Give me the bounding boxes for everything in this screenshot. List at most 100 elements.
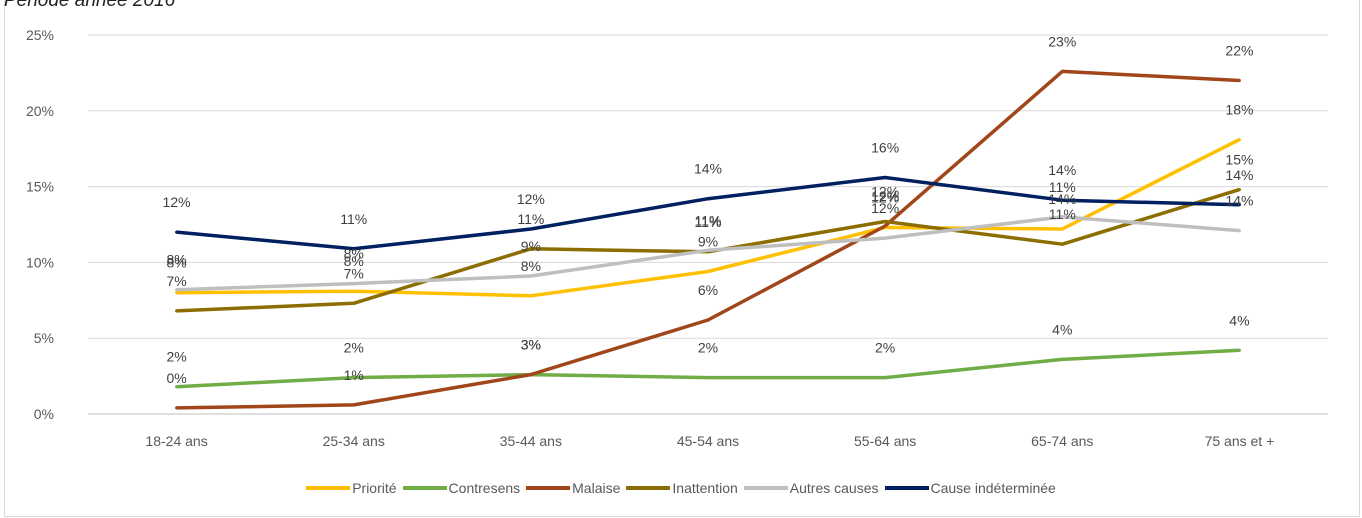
data-point xyxy=(1060,357,1064,361)
data-point xyxy=(883,236,887,240)
data-point xyxy=(352,289,356,293)
data-label: 11% xyxy=(1049,206,1076,222)
data-point xyxy=(1237,78,1241,82)
data-point xyxy=(529,274,533,278)
data-label: 11% xyxy=(517,211,544,227)
data-point xyxy=(1060,227,1064,231)
x-tick-label: 35-44 ans xyxy=(500,433,562,449)
data-label: 7% xyxy=(344,265,364,281)
legend-item: Autres causes xyxy=(743,480,879,496)
data-label: 12% xyxy=(517,191,545,207)
legend-label: Autres causes xyxy=(789,480,879,496)
data-label: 8% xyxy=(344,246,364,262)
legend-item: Priorité xyxy=(306,480,397,496)
y-tick-label: 5% xyxy=(34,330,54,346)
series-line xyxy=(176,348,1240,389)
legend: Priorité Contresens Malaise Inattention Autr… xyxy=(0,480,1362,496)
data-label: 3% xyxy=(521,337,541,353)
legend-label: Malaise xyxy=(572,480,621,496)
grid-lines xyxy=(88,34,1328,415)
data-label: 9% xyxy=(698,233,718,249)
legend-swatch xyxy=(306,486,351,491)
data-point xyxy=(529,227,533,231)
legend-label: Cause indéterminée xyxy=(930,480,1056,496)
data-point xyxy=(352,376,356,380)
data-label: 11% xyxy=(695,214,722,230)
y-axis: 0% 5% 10% 15% 20% 25% xyxy=(26,27,54,422)
data-point xyxy=(883,224,887,228)
data-label: 12% xyxy=(871,200,899,216)
data-label: 22% xyxy=(1225,42,1253,58)
legend-item: Cause indéterminée xyxy=(884,480,1056,496)
data-point xyxy=(352,247,356,251)
data-label: 14% xyxy=(1048,191,1076,207)
x-tick-label: 65-74 ans xyxy=(1031,433,1093,449)
data-label: 12% xyxy=(871,183,899,199)
y-tick-label: 10% xyxy=(26,254,54,270)
data-label: 9% xyxy=(521,238,541,254)
legend-label: Inattention xyxy=(672,480,738,496)
data-label: 4% xyxy=(1052,321,1072,337)
legend-swatch xyxy=(626,486,671,491)
data-label: 2% xyxy=(344,340,364,356)
data-label: 18% xyxy=(1225,102,1253,118)
data-point xyxy=(352,301,356,305)
page-title: Période année 2016 xyxy=(4,0,176,11)
data-label: 7% xyxy=(166,273,186,289)
data-label: 8% xyxy=(521,258,541,274)
legend-label: Contresens xyxy=(448,480,521,496)
legend-swatch xyxy=(884,486,929,491)
data-label: 4% xyxy=(1229,312,1249,328)
legend-item: Inattention xyxy=(626,480,738,496)
data-label: 3% xyxy=(521,337,541,353)
data-label: 8% xyxy=(166,252,186,268)
data-label: 12% xyxy=(871,188,899,204)
data-label: 6% xyxy=(698,282,718,298)
data-label: 1% xyxy=(344,367,364,383)
data-point xyxy=(706,318,710,322)
legend-swatch xyxy=(402,486,447,491)
data-label: 2% xyxy=(166,349,186,365)
data-label: 14% xyxy=(1225,167,1253,183)
data-label: 15% xyxy=(1225,152,1253,168)
y-tick-label: 20% xyxy=(26,103,54,119)
chart-frame xyxy=(4,0,1360,517)
data-point xyxy=(175,288,179,292)
data-point xyxy=(706,376,710,380)
data-point xyxy=(175,309,179,313)
data-point xyxy=(706,269,710,273)
data-label: 14% xyxy=(1225,193,1253,209)
data-point xyxy=(529,247,533,251)
x-axis: 18-24 ans 25-34 ans 35-44 ans 45-54 ans 55-6… xyxy=(145,433,1274,449)
data-point xyxy=(1237,229,1241,233)
data-point xyxy=(175,230,179,234)
data-point xyxy=(352,282,356,286)
data-point xyxy=(1237,188,1241,192)
legend-label: Priorité xyxy=(352,480,397,496)
data-label: 12% xyxy=(163,194,191,210)
data-point xyxy=(1060,198,1064,202)
data-point xyxy=(529,294,533,298)
legend-item: Malaise xyxy=(526,480,620,496)
data-point xyxy=(706,197,710,201)
legend-item: Contresens xyxy=(402,480,521,496)
x-tick-label: 75 ans et + xyxy=(1205,433,1275,449)
data-label: 11% xyxy=(340,211,367,227)
data-label: 11% xyxy=(695,212,722,228)
data-point xyxy=(1060,69,1064,73)
data-label: 11% xyxy=(1049,179,1076,195)
data-point xyxy=(1237,138,1241,142)
data-label: 12% xyxy=(871,190,899,206)
data-point xyxy=(1237,203,1241,207)
data-label: 0% xyxy=(166,370,186,386)
data-label: 23% xyxy=(1048,33,1076,49)
data-point xyxy=(175,406,179,410)
data-label: 2% xyxy=(698,340,718,356)
data-point xyxy=(1060,242,1064,246)
data-label: 14% xyxy=(694,161,722,177)
x-tick-label: 18-24 ans xyxy=(145,433,207,449)
data-point xyxy=(883,219,887,223)
data-label: 14% xyxy=(1048,162,1076,178)
legend-swatch xyxy=(526,486,571,491)
